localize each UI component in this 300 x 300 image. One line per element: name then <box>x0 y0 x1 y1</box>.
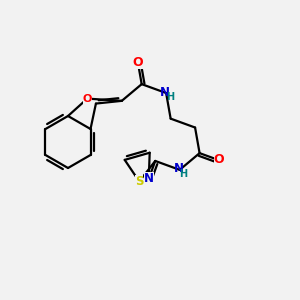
Text: O: O <box>133 56 143 69</box>
Text: N: N <box>160 85 170 98</box>
Text: N: N <box>144 172 154 185</box>
Text: H: H <box>166 92 174 102</box>
Text: S: S <box>135 175 143 188</box>
Text: N: N <box>174 162 184 175</box>
Text: O: O <box>214 153 224 166</box>
Text: H: H <box>180 169 188 179</box>
Text: O: O <box>82 94 92 103</box>
